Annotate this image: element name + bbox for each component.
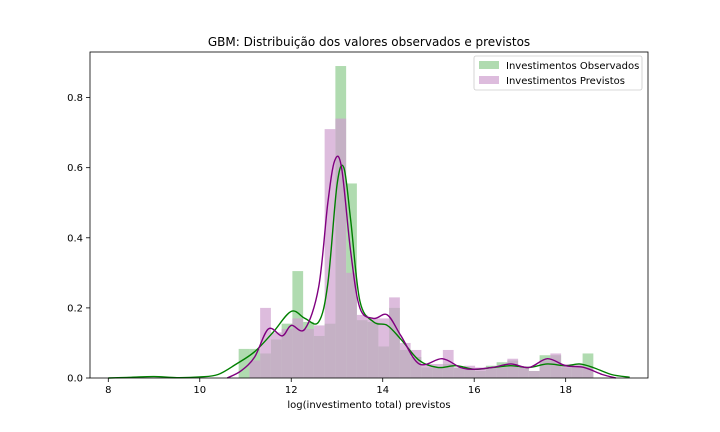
y-tick-label-0: 0.0: [67, 374, 83, 385]
bar-predicted-13: [389, 297, 400, 378]
kde-line-observed: [108, 164, 630, 379]
bar-predicted-31: [582, 367, 594, 378]
x-tick-label-1: 10: [193, 385, 206, 396]
bar-predicted-25: [518, 367, 529, 378]
bar-predicted-30: [571, 363, 583, 378]
bar-predicted-9: [346, 272, 357, 378]
x-tick-label-4: 16: [468, 385, 481, 396]
bar-predicted-18: [442, 349, 454, 378]
x-axis: 8 10 12 14 16 18: [105, 378, 572, 396]
bar-predicted-12: [378, 318, 390, 378]
x-tick-label-0: 8: [105, 385, 111, 396]
bar-predicted-19: [453, 367, 465, 378]
legend-swatch-observed: [479, 61, 499, 69]
bar-predicted-17: [432, 363, 443, 378]
axes-frame: [89, 51, 649, 379]
x-tick-label-2: 12: [285, 385, 298, 396]
bar-predicted-10: [356, 314, 368, 378]
bar-predicted-6: [313, 325, 325, 378]
x-tick-label-3: 14: [376, 385, 389, 396]
bar-predicted-29: [561, 363, 572, 378]
plot-area: [108, 66, 630, 379]
chart-title: GBM: Distribuição dos valores observados…: [208, 35, 530, 49]
bar-predicted-23: [496, 367, 508, 378]
legend-label-observed: Investimentos Observados: [506, 61, 639, 72]
bar-predicted-0: [249, 360, 261, 378]
bar-predicted-20: [464, 365, 476, 378]
legend: Investimentos Observados Investimentos P…: [473, 55, 643, 91]
bar-predicted-3: [281, 328, 293, 378]
x-axis-label: log(investimento total) previstos: [287, 400, 450, 411]
bar-predicted-1: [260, 307, 271, 378]
bar-predicted-2: [270, 332, 282, 378]
y-tick-label-1: 0.2: [67, 303, 83, 314]
bar-predicted-7: [324, 129, 336, 378]
y-tick-label-4: 0.8: [67, 93, 83, 104]
bar-predicted-24: [507, 358, 519, 378]
bar-predicted-8: [335, 118, 347, 378]
bar-predicted-21: [475, 367, 486, 378]
x-tick-label-5: 18: [559, 385, 572, 396]
bar-predicted-28: [550, 353, 562, 378]
bar-predicted-15: [410, 349, 422, 378]
bar-predicted-26: [528, 370, 540, 378]
bar-predicted-14: [399, 342, 411, 378]
bar-predicted-27: [539, 360, 551, 378]
kde-line-predicted: [226, 155, 617, 379]
y-axis: 0.0 0.2 0.4 0.6 0.8: [67, 93, 90, 385]
legend-label-predicted: Investimentos Previstos: [506, 76, 625, 87]
bar-predicted-4: [292, 318, 304, 378]
bar-predicted-22: [485, 367, 497, 378]
legend-box: [473, 55, 643, 91]
bar-predicted-11: [367, 318, 379, 378]
y-tick-label-2: 0.4: [67, 233, 83, 244]
kde-lines: [108, 155, 630, 379]
bar-observed-0: [238, 348, 250, 378]
bar-predicted-5: [303, 328, 314, 378]
y-tick-label-3: 0.6: [67, 163, 83, 174]
bar-predicted-16: [421, 363, 433, 378]
bars-predicted: [249, 118, 594, 378]
legend-swatch-predicted: [479, 76, 499, 84]
